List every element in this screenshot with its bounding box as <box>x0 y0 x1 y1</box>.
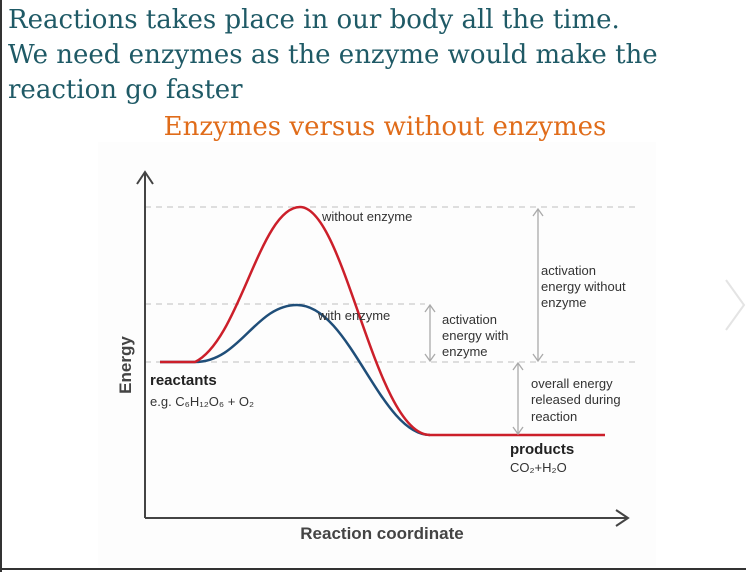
next-chevron[interactable] <box>725 279 746 331</box>
reactants-formula: e.g. C₆H₁₂O₆ + O₂ <box>150 394 254 409</box>
energy-diagram: without enzyme with enzyme activation en… <box>98 142 656 566</box>
annotation-line: energy with <box>442 328 508 343</box>
annotation-line: released during <box>531 392 621 407</box>
heading-line: Reactions takes place in our body all th… <box>8 5 620 35</box>
annotation-line: overall energy <box>531 376 613 391</box>
annotation-line: enzyme <box>541 295 587 310</box>
curve-without-enzyme <box>160 205 605 437</box>
energy-arrows <box>424 207 544 436</box>
axes <box>136 170 630 527</box>
annotation-line: activation <box>442 312 497 327</box>
annotation-line: energy without <box>541 279 626 294</box>
curve-label: with enzyme <box>317 308 390 323</box>
x-axis-label: Reaction coordinate <box>300 524 463 543</box>
subtitle: Enzymes versus without enzymes <box>164 112 607 142</box>
y-axis-label: Energy <box>116 336 135 394</box>
annotation-line: enzyme <box>442 344 488 359</box>
annotation-line: activation <box>541 263 596 278</box>
curve-label: without enzyme <box>321 209 412 224</box>
products-formula: CO₂+H₂O <box>510 460 567 475</box>
curve-with-enzyme <box>160 303 431 437</box>
diagram-background <box>98 142 656 566</box>
reactants-label: reactants <box>150 372 217 389</box>
heading-line: reaction go faster <box>8 75 243 105</box>
heading-line: We need enzymes as the enzyme would make… <box>8 40 658 70</box>
annotation-line: reaction <box>531 409 577 424</box>
products-label: products <box>510 441 574 458</box>
guides <box>145 206 640 363</box>
